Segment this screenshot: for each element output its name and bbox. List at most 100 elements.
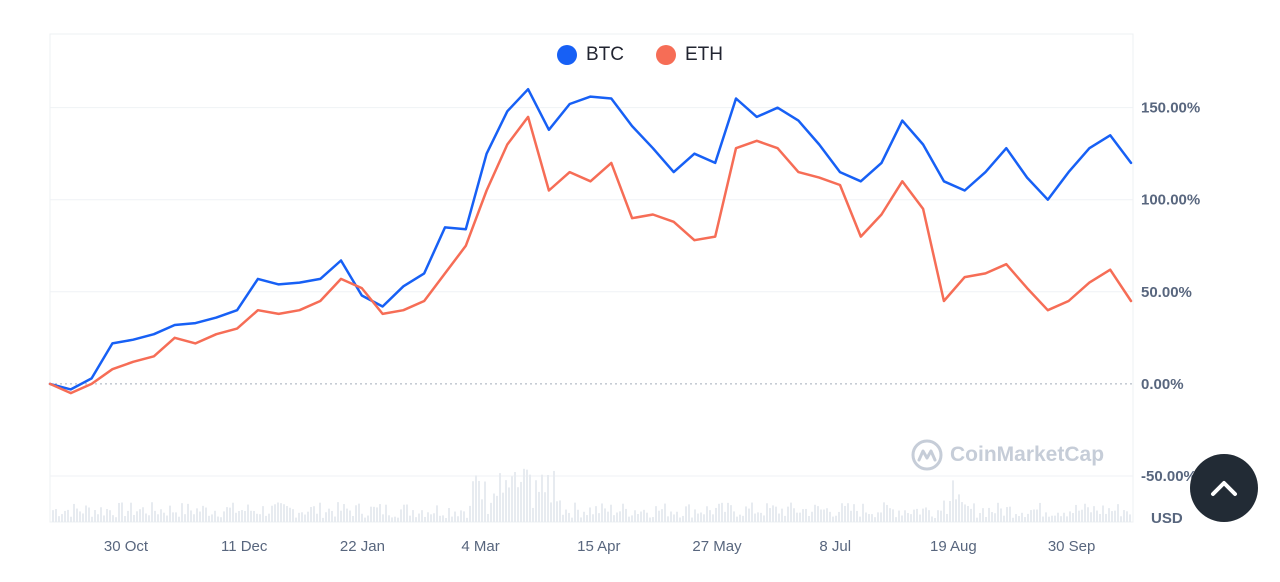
volume-bar — [343, 504, 345, 522]
x-tick-label: 4 Mar — [461, 538, 499, 555]
volume-bar — [82, 513, 84, 522]
volume-bar — [1111, 511, 1113, 522]
volume-bar — [580, 517, 582, 522]
volume-bar — [649, 517, 651, 522]
volume-bar — [601, 503, 603, 522]
volume-bar — [607, 511, 609, 522]
legend-item-btc[interactable]: BTC — [557, 44, 624, 66]
volume-bar — [139, 509, 141, 522]
volume-bar — [1009, 506, 1011, 522]
volume-bar — [310, 507, 312, 522]
volume-bar — [100, 507, 102, 522]
volume-bar — [1102, 505, 1104, 522]
x-tick-label: 19 Aug — [930, 538, 977, 555]
volume-bar — [256, 513, 258, 522]
volume-bar — [205, 507, 207, 522]
volume-bar — [826, 508, 828, 522]
volume-bar — [475, 475, 477, 522]
volume-bar — [514, 471, 516, 522]
volume-bar — [376, 507, 378, 522]
volume-bar — [451, 516, 453, 522]
volume-bar — [946, 513, 948, 522]
volume-bar — [610, 504, 612, 522]
x-tick-label: 30 Oct — [104, 538, 149, 555]
volume-bar — [1093, 506, 1095, 522]
volume-bar — [301, 512, 303, 522]
volume-bar — [769, 508, 771, 522]
volume-bar — [988, 507, 990, 522]
volume-bar — [427, 512, 429, 522]
volume-bars — [52, 468, 1131, 522]
volume-bar — [883, 502, 885, 522]
x-axis: 30 Oct 11 Dec 22 Jan 4 Mar 15 Apr 27 May 8 Jul… — [104, 538, 1095, 555]
volume-bar — [712, 514, 714, 522]
volume-bar — [868, 514, 870, 522]
scroll-to-top-button[interactable] — [1190, 454, 1258, 522]
volume-bar — [391, 517, 393, 522]
volume-bar — [688, 504, 690, 522]
volume-bar — [532, 507, 534, 522]
volume-bar — [103, 515, 105, 522]
volume-bar — [715, 507, 717, 522]
x-tick-label: 15 Apr — [577, 538, 620, 555]
series-line-btc — [48, 87, 1133, 391]
volume-bar — [265, 515, 267, 522]
volume-bar — [337, 502, 339, 522]
volume-bar — [121, 502, 123, 522]
volume-bar — [1000, 508, 1002, 522]
volume-bar — [298, 512, 300, 522]
volume-bar — [745, 506, 747, 522]
volume-bar — [457, 516, 459, 522]
volume-bar — [1108, 508, 1110, 522]
volume-bar — [109, 510, 111, 522]
volume-bar — [793, 508, 795, 522]
volume-bar — [787, 506, 789, 522]
volume-bar — [694, 509, 696, 522]
volume-bar — [1060, 516, 1062, 522]
volume-bar — [553, 470, 555, 522]
grid-lines — [50, 107, 1133, 477]
volume-bar — [271, 505, 273, 522]
volume-bar — [430, 514, 432, 522]
volume-bar — [796, 512, 798, 522]
volume-bar — [409, 515, 411, 522]
volume-bar — [511, 476, 513, 522]
volume-bar — [484, 481, 486, 522]
volume-bar — [709, 510, 711, 522]
volume-bar — [493, 493, 495, 522]
volume-bar — [334, 516, 336, 522]
chevron-up-icon — [1211, 481, 1237, 496]
y-tick-label: 150.00% — [1141, 100, 1200, 117]
volume-bar — [277, 502, 279, 522]
volume-bar — [961, 502, 963, 522]
volume-bar — [253, 510, 255, 522]
y-unit-label: USD — [1151, 510, 1183, 527]
volume-bar — [382, 514, 384, 522]
volume-bar — [703, 514, 705, 522]
volume-bar — [499, 473, 501, 522]
volume-bar — [199, 511, 201, 522]
volume-bar — [670, 511, 672, 522]
volume-bar — [151, 502, 153, 522]
volume-bar — [52, 510, 54, 522]
volume-bar — [505, 480, 507, 522]
volume-bar — [268, 513, 270, 522]
volume-bar — [67, 509, 69, 522]
volume-bar — [355, 505, 357, 522]
volume-bar — [901, 515, 903, 522]
volume-bar — [64, 510, 66, 522]
volume-bar — [85, 505, 87, 522]
volume-bar — [295, 517, 297, 522]
volume-bar — [190, 510, 192, 522]
volume-bar — [358, 503, 360, 522]
volume-bar — [679, 517, 681, 522]
volume-bar — [1105, 513, 1107, 522]
x-tick-label: 27 May — [692, 538, 742, 555]
volume-bar — [184, 514, 186, 522]
volume-bar — [880, 512, 882, 522]
volume-bar — [328, 508, 330, 522]
legend-item-eth[interactable]: ETH — [656, 44, 723, 66]
volume-bar — [922, 508, 924, 522]
volume-bar — [691, 517, 693, 522]
volume-bar — [274, 504, 276, 522]
